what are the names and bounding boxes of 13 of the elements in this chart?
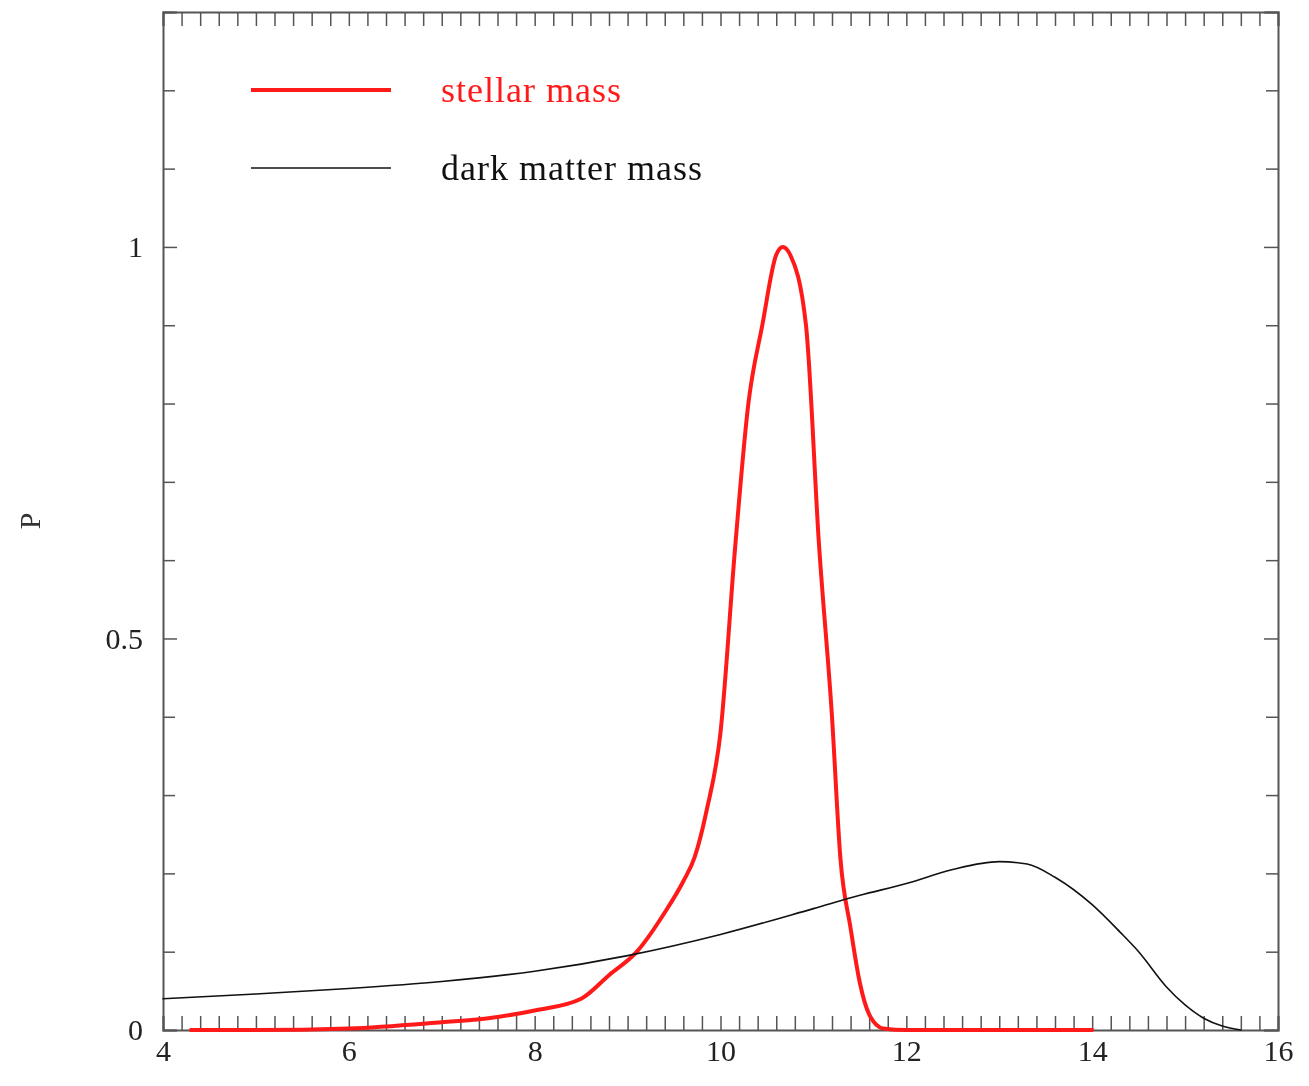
x-tick-label: 14 <box>1077 1034 1108 1068</box>
x-tick-label: 6 <box>341 1034 357 1068</box>
x-tick-label: 12 <box>891 1034 922 1068</box>
y-axis-title: P <box>13 512 46 530</box>
legend-label: dark matter mass <box>441 148 703 188</box>
x-tick-label: 4 <box>156 1034 171 1068</box>
x-tick-label: 10 <box>706 1034 736 1068</box>
x-tick-label: 8 <box>527 1034 543 1068</box>
x-tick-label: 16 <box>1263 1034 1294 1068</box>
legend-label: stellar mass <box>441 70 622 110</box>
y-tick-label: 0.5 <box>105 621 143 655</box>
y-tick-label: 1 <box>128 230 143 264</box>
y-tick-label: 0 <box>128 1013 143 1047</box>
